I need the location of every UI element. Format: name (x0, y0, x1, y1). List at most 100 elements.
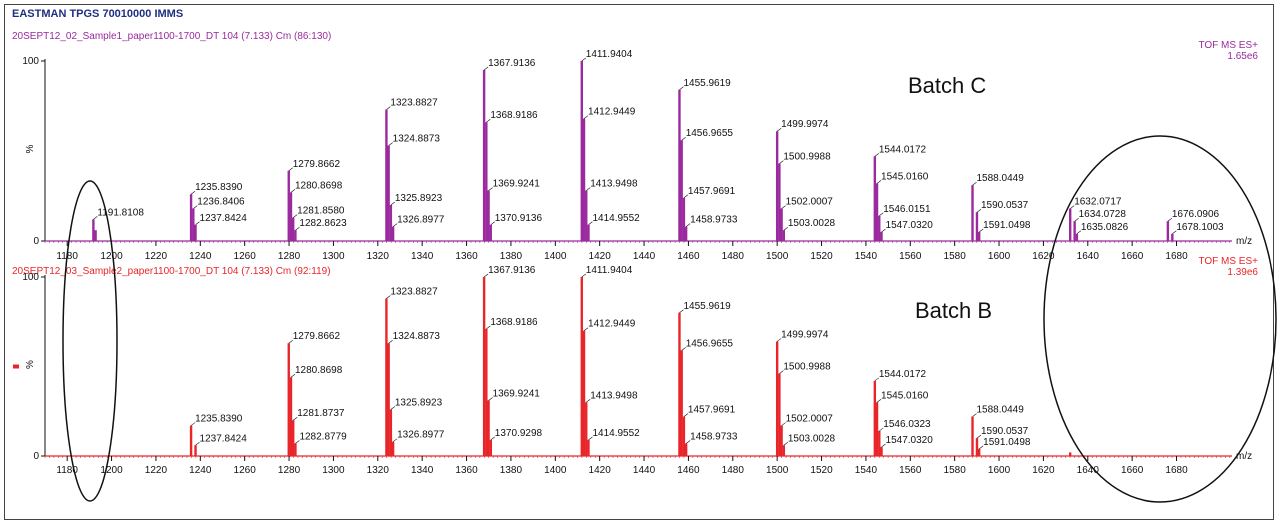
peak-label-leader (976, 434, 982, 439)
x-axis-unit: m/z (1236, 451, 1252, 462)
x-tick-label: 1380 (500, 465, 523, 476)
x-tick-label: 1620 (1032, 465, 1055, 476)
peak-label: 1590.0537 (981, 200, 1029, 211)
x-tick-label: 1640 (1077, 465, 1100, 476)
x-tick-label: 1540 (855, 251, 878, 262)
peak-label-leader (483, 273, 489, 278)
x-tick-label: 1480 (722, 465, 745, 476)
x-tick-label: 1540 (855, 465, 878, 476)
peak-label: 1634.0728 (1079, 209, 1127, 220)
peak-label-leader (490, 221, 495, 226)
x-tick-label: 1240 (189, 251, 212, 262)
peak-label: 1324.8873 (393, 331, 441, 342)
peak-label-leader (881, 443, 886, 448)
x-tick-label: 1520 (810, 251, 833, 262)
x-tick-label: 1480 (722, 251, 745, 262)
peak-label: 1458.9733 (690, 431, 738, 442)
peak-label: 1369.9241 (493, 389, 541, 400)
peak-label: 1678.1003 (1176, 222, 1224, 233)
peak-label-leader (292, 214, 298, 218)
x-tick-label: 1320 (367, 465, 390, 476)
highlight-ellipse-right (1043, 135, 1277, 503)
peak-label: 1546.0151 (883, 204, 931, 215)
peak-label-leader (776, 127, 782, 132)
peak-label-leader (972, 413, 977, 417)
peak-label: 1323.8827 (390, 286, 438, 297)
peak-label-leader (874, 153, 880, 157)
peak-label: 1588.0449 (977, 173, 1025, 184)
peak-label-leader (586, 399, 591, 403)
peak-label-leader (679, 86, 684, 91)
batch-label: Batch C (908, 73, 986, 98)
peak-label-leader (685, 440, 691, 444)
x-tick-label: 1200 (100, 251, 123, 262)
peak-label-leader (93, 216, 98, 220)
x-tick-label: 1560 (899, 465, 922, 476)
peak-label-leader (588, 436, 593, 441)
x-tick-label: 1300 (322, 465, 345, 476)
peak-label-leader (386, 295, 391, 299)
main-title: EASTMAN TPGS 70010000 IMMS (12, 8, 183, 20)
peak-label: 1503.0028 (788, 218, 836, 229)
peak-label: 1324.8873 (393, 134, 441, 145)
peak-label: 1325.8923 (395, 193, 443, 204)
x-tick-label: 1500 (766, 465, 789, 476)
y-tick-label: 0 (33, 451, 39, 462)
peak-label-leader (295, 226, 300, 231)
x-tick-label: 1400 (544, 251, 567, 262)
peak-label: 1547.0320 (886, 435, 934, 446)
peak-label-leader (781, 422, 786, 426)
x-tick-label: 1220 (145, 465, 168, 476)
x-tick-label: 1280 (278, 465, 301, 476)
y-tick-label: 100 (22, 272, 39, 283)
peak-label-leader (876, 180, 882, 184)
peak-label-leader (490, 436, 495, 441)
peak-label: 1279.8662 (293, 331, 341, 342)
peak-label: 1591.0498 (983, 220, 1031, 231)
peak-label: 1547.0320 (886, 220, 934, 231)
x-tick-label: 1460 (677, 465, 700, 476)
x-tick-label: 1240 (189, 465, 212, 476)
peak-label-leader (390, 201, 396, 206)
peak-label-leader (685, 223, 691, 227)
peak-label: 1411.9404 (586, 265, 633, 276)
spectrum-panel-batch-c: 20SEPT12_02_Sample1_paper1100-1700_DT 10… (12, 31, 1258, 262)
peak-label-leader (1167, 217, 1173, 222)
ms-mode-label: TOF MS ES+ (1198, 40, 1258, 51)
ms-mode-label: TOF MS ES+ (1198, 256, 1258, 267)
x-tick-label: 1380 (500, 251, 523, 262)
x-tick-label: 1660 (1121, 251, 1144, 262)
peak-label: 1413.9498 (590, 390, 638, 401)
peak-label: 1499.9974 (781, 329, 829, 340)
spectrum-subtitle: 20SEPT12_02_Sample1_paper1100-1700_DT 10… (12, 31, 331, 42)
peak-label-leader (486, 325, 491, 330)
peak-label-leader (679, 309, 684, 314)
peak-label: 1588.0449 (977, 405, 1025, 416)
x-tick-label: 1260 (234, 251, 257, 262)
peak-label: 1412.9449 (588, 319, 636, 330)
series-marker (13, 364, 19, 369)
figure-frame (4, 4, 1274, 520)
peak-label-leader (190, 422, 196, 426)
peak-label: 1414.9552 (592, 428, 640, 439)
peak-label-leader (681, 347, 686, 351)
peak-label: 1632.0717 (1074, 197, 1122, 208)
y-axis-label: % (25, 144, 36, 153)
peak-label-leader (683, 413, 689, 417)
x-tick-label: 1420 (589, 465, 612, 476)
y-tick-label: 0 (33, 236, 39, 247)
peak-label-leader (588, 221, 593, 226)
peak-label: 1502.0007 (786, 197, 834, 208)
peak-label: 1545.0160 (881, 171, 929, 182)
peak-label: 1414.9552 (592, 213, 640, 224)
x-tick-label: 1320 (367, 251, 390, 262)
peak-label: 1235.8390 (195, 414, 243, 425)
peak-label-leader (388, 339, 393, 344)
peak-label: 1456.9655 (686, 338, 734, 349)
x-tick-label: 1420 (589, 251, 612, 262)
peak-label-leader (486, 118, 491, 123)
peak-label-leader (972, 181, 977, 186)
x-tick-label: 1340 (411, 251, 434, 262)
peak-label-leader (392, 438, 398, 442)
